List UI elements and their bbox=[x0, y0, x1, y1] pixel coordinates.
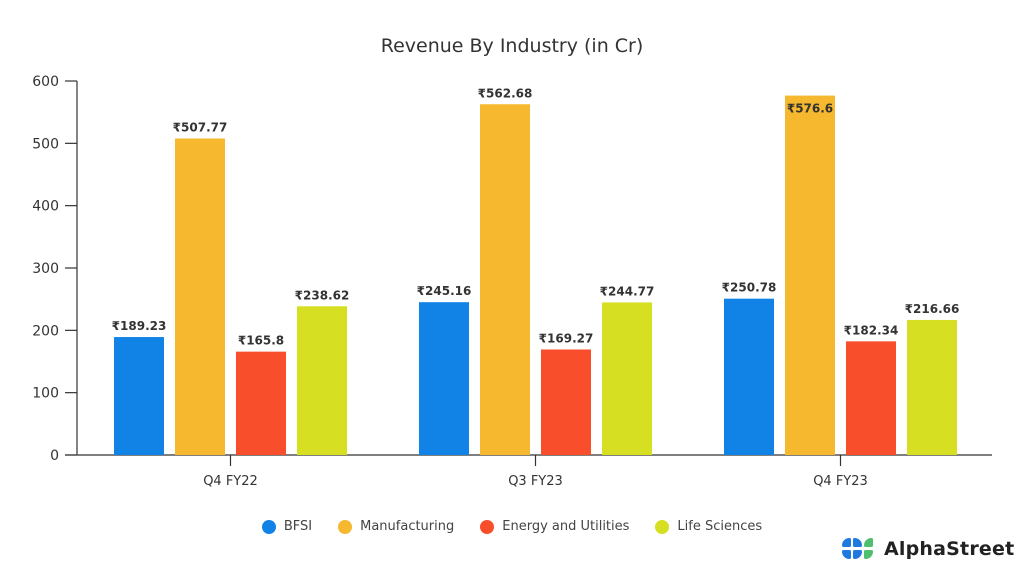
bar-bfsi bbox=[419, 302, 469, 455]
legend-dot-icon bbox=[261, 519, 276, 534]
bars-group bbox=[114, 95, 957, 455]
y-tick-label: 100 bbox=[32, 386, 59, 402]
legend-dot-icon bbox=[338, 519, 353, 534]
data-label: ₹245.16 bbox=[417, 284, 472, 298]
y-tick-label: 400 bbox=[32, 199, 59, 215]
data-label: ₹507.77 bbox=[173, 120, 228, 134]
bar-life-sciences bbox=[602, 302, 652, 455]
data-label: ₹238.62 bbox=[295, 288, 350, 302]
y-tick-label: 0 bbox=[50, 448, 59, 464]
alphastreet-logo-icon bbox=[842, 538, 874, 560]
x-axis: Q4 FY22 Q3 FY23 Q4 FY23 bbox=[65, 454, 992, 489]
brand-name: AlphaStreet bbox=[884, 538, 1015, 560]
legend-item[interactable]: BFSI bbox=[261, 519, 313, 534]
legend-label: Life Sciences bbox=[677, 519, 763, 534]
data-label: ₹216.66 bbox=[905, 302, 960, 316]
x-tick-label: Q4 FY23 bbox=[813, 474, 868, 489]
bar-manufacturing bbox=[175, 138, 225, 455]
y-tick-label: 500 bbox=[32, 136, 59, 152]
x-tick-label: Q4 FY22 bbox=[203, 474, 258, 489]
legend-dot-icon bbox=[480, 519, 495, 534]
legend-label: Manufacturing bbox=[360, 519, 455, 534]
data-label: ₹165.8 bbox=[238, 334, 284, 348]
x-tick-label: Q3 FY23 bbox=[508, 474, 563, 489]
bar-manufacturing bbox=[785, 95, 835, 455]
bar-energy-and-utilities bbox=[541, 349, 591, 455]
data-label: ₹250.78 bbox=[722, 281, 777, 295]
data-label: ₹182.34 bbox=[844, 323, 899, 337]
data-label: ₹189.23 bbox=[112, 319, 167, 333]
legend-item[interactable]: Life Sciences bbox=[655, 519, 762, 534]
bar-life-sciences bbox=[297, 306, 347, 455]
legend-dot-icon bbox=[655, 519, 670, 534]
y-axis: 0 100 200 300 400 500 600 bbox=[32, 74, 78, 464]
bar-manufacturing bbox=[480, 104, 530, 455]
data-labels-group: ₹189.23 ₹507.77 ₹165.8 ₹238.62 ₹245.16 ₹562.6… bbox=[112, 86, 960, 347]
data-label: ₹244.77 bbox=[600, 284, 655, 298]
bar-bfsi bbox=[724, 298, 774, 455]
data-label: ₹169.27 bbox=[539, 331, 594, 345]
y-tick-label: 200 bbox=[32, 323, 59, 339]
y-tick-label: 600 bbox=[32, 74, 59, 90]
legend-item[interactable]: Manufacturing bbox=[338, 519, 454, 534]
bar-life-sciences bbox=[907, 319, 957, 455]
legend-item[interactable]: Energy and Utilities bbox=[480, 519, 629, 534]
legend-label: Energy and Utilities bbox=[502, 519, 630, 534]
bar-bfsi bbox=[114, 337, 164, 455]
data-label: ₹562.68 bbox=[478, 86, 533, 100]
bar-energy-and-utilities bbox=[846, 341, 896, 455]
y-tick-label: 300 bbox=[32, 261, 59, 277]
brand-logo: AlphaStreet bbox=[842, 538, 1014, 560]
legend-label: BFSI bbox=[283, 519, 313, 534]
bar-energy-and-utilities bbox=[236, 351, 286, 455]
chart-title: Revenue By Industry (in Cr) bbox=[381, 35, 644, 57]
legend: BFSI Manufacturing Energy and Utilities Lif… bbox=[0, 519, 1024, 534]
data-label: ₹576.6 bbox=[787, 102, 833, 116]
